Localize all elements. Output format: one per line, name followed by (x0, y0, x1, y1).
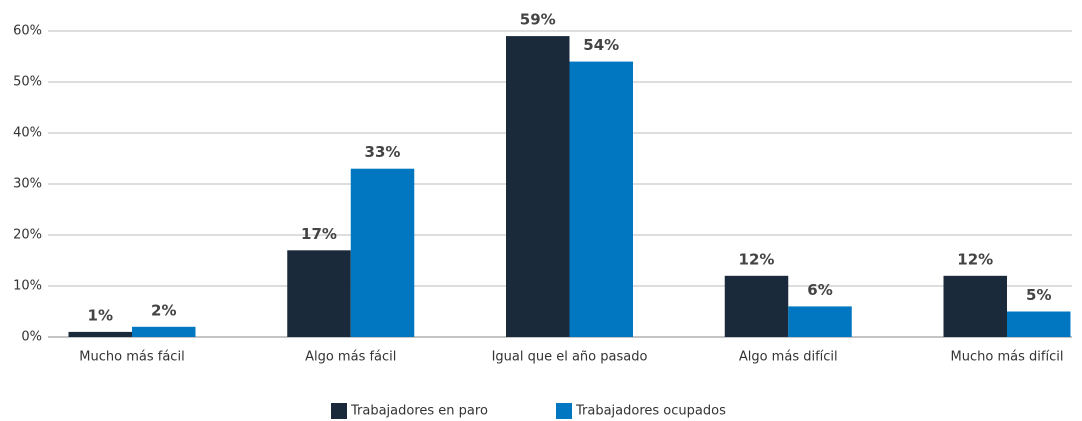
value-label: 1% (88, 306, 113, 324)
value-label: 5% (1026, 286, 1051, 304)
y-tick-label: 0% (21, 330, 42, 345)
y-tick-label: 10% (13, 279, 42, 294)
y-tick-label: 20% (13, 228, 42, 243)
legend-swatch (331, 403, 347, 419)
x-tick-label: Algo más fácil (305, 350, 396, 365)
value-label: 54% (583, 36, 619, 54)
y-tick-label: 60% (13, 24, 42, 39)
value-label: 2% (151, 301, 176, 319)
bar (724, 275, 789, 337)
bar (788, 306, 852, 337)
value-label: 12% (739, 250, 775, 268)
legend-swatch (556, 403, 572, 419)
value-label: 59% (520, 11, 556, 29)
bar (569, 61, 633, 337)
y-tick-label: 40% (13, 126, 42, 141)
value-label: 33% (365, 143, 401, 161)
value-label: 6% (807, 281, 832, 299)
bar (132, 326, 196, 337)
x-tick-label: Algo más difícil (739, 350, 838, 365)
bar (506, 36, 570, 337)
bar (350, 168, 415, 337)
bar (1007, 311, 1071, 337)
y-tick-label: 50% (13, 75, 42, 90)
bar (68, 331, 132, 337)
legend-label: Trabajadores en paro (350, 404, 488, 419)
x-tick-label: Mucho más difícil (951, 350, 1064, 365)
x-tick-label: Mucho más fácil (79, 350, 184, 365)
bar (287, 250, 351, 337)
value-label: 12% (957, 250, 993, 268)
value-label: 17% (301, 225, 337, 243)
legend-label: Trabajadores ocupados (575, 404, 726, 419)
bar (943, 275, 1007, 337)
x-tick-label: Igual que el año pasado (492, 350, 648, 365)
y-tick-label: 30% (13, 177, 42, 192)
